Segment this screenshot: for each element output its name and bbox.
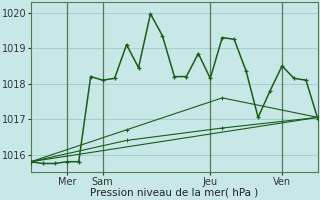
X-axis label: Pression niveau de la mer( hPa ): Pression niveau de la mer( hPa ) <box>90 188 259 198</box>
